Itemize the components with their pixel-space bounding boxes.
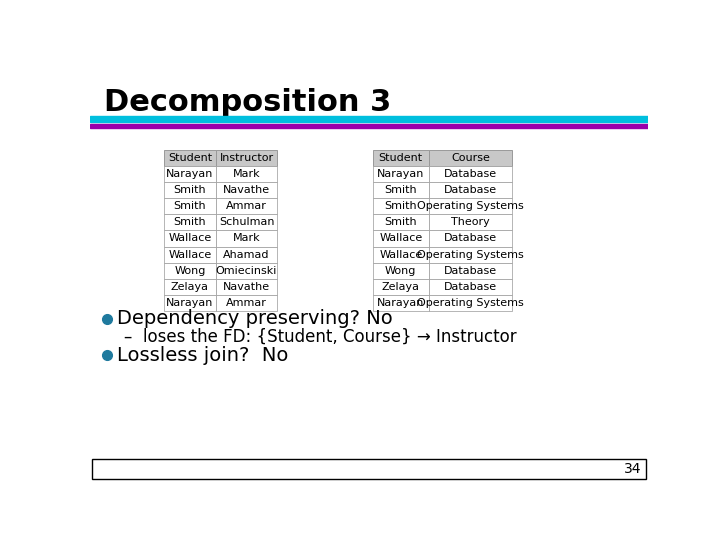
Text: Wallace: Wallace [379, 233, 423, 244]
Bar [428, 198, 513, 214]
Text: Course: Course [451, 153, 490, 163]
Text: Database: Database [444, 282, 497, 292]
Text: Theory: Theory [451, 217, 490, 227]
Bar [163, 166, 216, 182]
Text: Operating Systems: Operating Systems [417, 298, 524, 308]
Text: Dependency preserving? No: Dependency preserving? No [117, 309, 393, 328]
Text: Database: Database [444, 185, 497, 195]
Text: Navathe: Navathe [223, 282, 270, 292]
Bar [90, 117, 648, 122]
Bar [373, 231, 428, 247]
Text: Student: Student [379, 153, 423, 163]
Text: Wallace: Wallace [168, 233, 212, 244]
Bar [91, 459, 647, 479]
Bar [216, 182, 276, 198]
Bar [428, 150, 513, 166]
Bar [163, 295, 216, 311]
Bar [428, 262, 513, 279]
Text: Narayan: Narayan [166, 298, 214, 308]
Bar [428, 247, 513, 262]
Text: Smith: Smith [384, 201, 417, 211]
Text: Operating Systems: Operating Systems [417, 201, 524, 211]
Bar [428, 214, 513, 231]
Text: Wong: Wong [174, 266, 206, 276]
Text: Lossless join?  No: Lossless join? No [117, 346, 289, 365]
Bar [373, 166, 428, 182]
Text: Wallace: Wallace [168, 249, 212, 260]
Bar [428, 166, 513, 182]
Text: Ahamad: Ahamad [223, 249, 270, 260]
Text: Smith: Smith [384, 185, 417, 195]
Bar [216, 231, 276, 247]
Bar [163, 247, 216, 262]
Bar [90, 124, 648, 128]
Text: Mark: Mark [233, 169, 261, 179]
Bar [216, 262, 276, 279]
Text: Zelaya: Zelaya [382, 282, 420, 292]
Bar [373, 198, 428, 214]
Text: Zelaya: Zelaya [171, 282, 209, 292]
Bar [163, 150, 216, 166]
Text: Narayan: Narayan [166, 169, 214, 179]
Bar [373, 214, 428, 231]
Bar [216, 150, 276, 166]
Text: Wallace: Wallace [379, 249, 423, 260]
Bar [163, 214, 216, 231]
Text: Database: Database [444, 266, 497, 276]
Text: Narayan: Narayan [377, 298, 425, 308]
Bar [216, 279, 276, 295]
Bar [216, 166, 276, 182]
Text: Smith: Smith [174, 185, 207, 195]
Text: Smith: Smith [174, 217, 207, 227]
Bar [216, 247, 276, 262]
Bar [428, 231, 513, 247]
Text: 34: 34 [624, 462, 642, 476]
Text: Database: Database [444, 169, 497, 179]
Text: Instructor: Instructor [220, 153, 274, 163]
Bar [216, 198, 276, 214]
Bar [163, 279, 216, 295]
Bar [373, 262, 428, 279]
Text: Operating Systems: Operating Systems [417, 249, 524, 260]
Text: Wong: Wong [385, 266, 416, 276]
Text: Narayan: Narayan [377, 169, 425, 179]
Text: Ammar: Ammar [226, 201, 267, 211]
Text: Omiecinski: Omiecinski [216, 266, 277, 276]
Bar [373, 182, 428, 198]
Bar [373, 247, 428, 262]
Bar [163, 198, 216, 214]
Bar [373, 279, 428, 295]
Bar [428, 182, 513, 198]
Bar [163, 231, 216, 247]
Text: Smith: Smith [384, 217, 417, 227]
Text: Ammar: Ammar [226, 298, 267, 308]
Text: Decomposition 3: Decomposition 3 [104, 88, 391, 117]
Bar [373, 295, 428, 311]
Bar [373, 150, 428, 166]
Text: Mark: Mark [233, 233, 261, 244]
Bar [428, 295, 513, 311]
Text: Smith: Smith [174, 201, 207, 211]
Bar [428, 279, 513, 295]
Bar [216, 214, 276, 231]
Text: Navathe: Navathe [223, 185, 270, 195]
Text: –  loses the FD: {Student, Course} → Instructor: – loses the FD: {Student, Course} → Inst… [124, 328, 517, 346]
Text: Database: Database [444, 233, 497, 244]
Bar [163, 262, 216, 279]
Text: Student: Student [168, 153, 212, 163]
Bar [216, 295, 276, 311]
Text: Schulman: Schulman [219, 217, 274, 227]
Bar [163, 182, 216, 198]
